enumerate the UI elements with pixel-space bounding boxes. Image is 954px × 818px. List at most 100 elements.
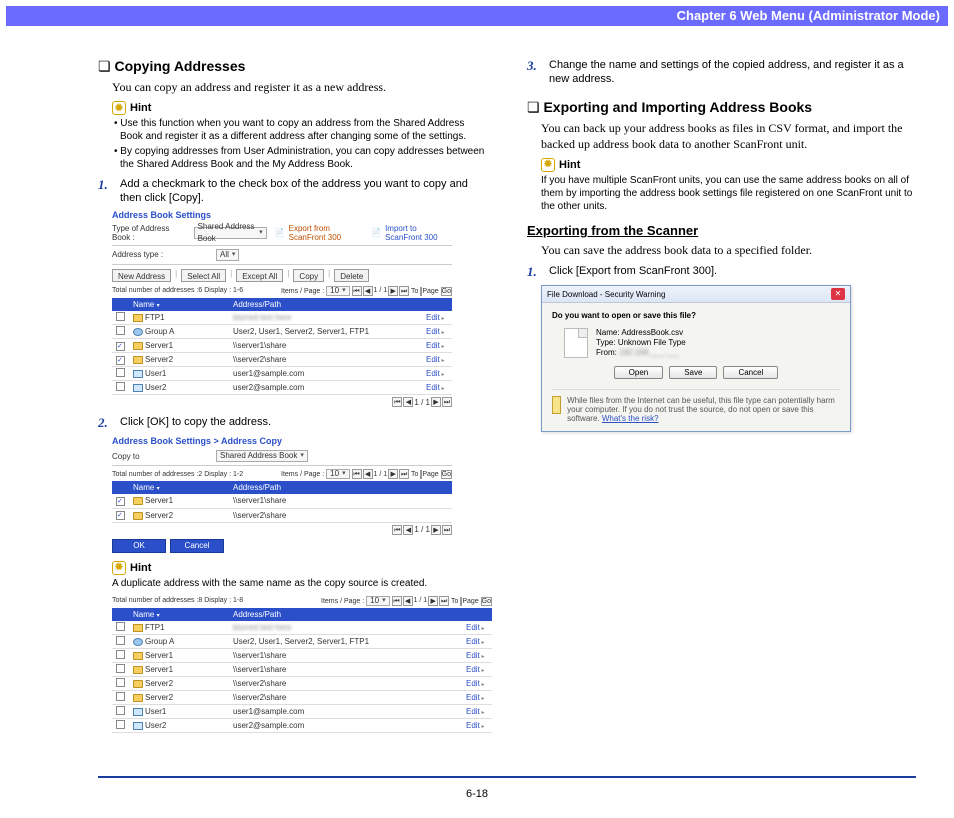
row-checkbox[interactable] bbox=[116, 368, 125, 377]
col-edit bbox=[422, 298, 452, 311]
link-export[interactable]: Export from ScanFront 300 bbox=[289, 224, 364, 242]
open-button[interactable]: Open bbox=[614, 366, 664, 379]
cancel-button[interactable]: Cancel bbox=[170, 539, 224, 553]
pager-text: 1 / 1 bbox=[414, 398, 430, 407]
row-checkbox[interactable] bbox=[116, 706, 125, 715]
row-checkbox[interactable] bbox=[116, 622, 125, 631]
intro-text: You can back up your address books as fi… bbox=[541, 120, 916, 152]
row-checkbox[interactable] bbox=[116, 342, 125, 351]
row-checkbox[interactable] bbox=[116, 650, 125, 659]
select-items-per-page[interactable]: 10 bbox=[326, 469, 349, 479]
user-icon bbox=[133, 384, 143, 392]
edit-link[interactable]: Edit bbox=[466, 693, 484, 702]
close-icon[interactable]: ✕ bbox=[831, 288, 845, 300]
pager-prev-button[interactable]: ◀ bbox=[363, 469, 373, 479]
table-row: User2user2@sample.comEdit bbox=[112, 381, 452, 395]
pager-last-button[interactable]: ⏭ bbox=[442, 525, 452, 535]
pager-next-button[interactable]: ▶ bbox=[431, 397, 441, 407]
whats-the-risk-link[interactable]: What's the risk? bbox=[602, 414, 659, 423]
shield-icon bbox=[552, 396, 561, 414]
select-items-per-page[interactable]: 10 bbox=[366, 596, 389, 606]
meta-count: Total number of addresses :6 Display : 1… bbox=[112, 287, 243, 294]
pager: ⏮ ◀ 1 / 1 ▶ ⏭ bbox=[352, 286, 410, 296]
hint-label: Hint bbox=[130, 102, 151, 114]
edit-link[interactable]: Edit bbox=[426, 383, 444, 392]
pager-last-button[interactable]: ⏭ bbox=[442, 397, 452, 407]
edit-link[interactable]: Edit bbox=[466, 623, 484, 632]
edit-link[interactable]: Edit bbox=[426, 369, 444, 378]
pager-next-button[interactable]: ▶ bbox=[388, 469, 398, 479]
select-items-per-page[interactable]: 10 bbox=[326, 286, 349, 296]
except-all-button[interactable]: Except All bbox=[236, 269, 283, 282]
edit-link[interactable]: Edit bbox=[426, 313, 444, 322]
pager-prev-button[interactable]: ◀ bbox=[403, 525, 413, 535]
folder-icon bbox=[133, 666, 143, 674]
address-table: Name ▾ Address/Path FTP1blurred text her… bbox=[112, 608, 492, 734]
edit-link[interactable]: Edit bbox=[466, 707, 484, 716]
row-checkbox[interactable] bbox=[116, 692, 125, 701]
row-checkbox[interactable] bbox=[116, 720, 125, 729]
pager-next-button[interactable]: ▶ bbox=[388, 286, 398, 296]
step-e1: 1. Click [Export from ScanFront 300]. bbox=[527, 264, 916, 281]
pager-last-button[interactable]: ⏭ bbox=[399, 469, 409, 479]
copy-button[interactable]: Copy bbox=[293, 269, 324, 282]
save-button[interactable]: Save bbox=[669, 366, 717, 379]
row-checkbox[interactable] bbox=[116, 664, 125, 673]
new-address-button[interactable]: New Address bbox=[112, 269, 171, 282]
user-icon bbox=[133, 722, 143, 730]
link-import[interactable]: Import to ScanFront 300 bbox=[385, 224, 452, 242]
edit-link[interactable]: Edit bbox=[466, 637, 484, 646]
row-checkbox[interactable] bbox=[116, 326, 125, 335]
edit-link[interactable]: Edit bbox=[466, 679, 484, 688]
delete-button[interactable]: Delete bbox=[334, 269, 369, 282]
pager-first-button[interactable]: ⏮ bbox=[392, 525, 402, 535]
row-checkbox[interactable] bbox=[116, 356, 125, 365]
row-checkbox[interactable] bbox=[116, 511, 125, 520]
go-button[interactable]: Go bbox=[441, 287, 452, 296]
folder-icon bbox=[133, 680, 143, 688]
pager-prev-button[interactable]: ◀ bbox=[403, 397, 413, 407]
pager-first-button[interactable]: ⏮ bbox=[392, 397, 402, 407]
edit-link[interactable]: Edit bbox=[426, 327, 444, 336]
pager-first-button[interactable]: ⏮ bbox=[352, 469, 362, 479]
select-all-button[interactable]: Select All bbox=[181, 269, 226, 282]
col-name[interactable]: Name ▾ bbox=[129, 298, 229, 311]
cancel-button[interactable]: Cancel bbox=[723, 366, 778, 379]
step-number: 1. bbox=[527, 264, 543, 281]
edit-link[interactable]: Edit bbox=[466, 721, 484, 730]
col-address[interactable]: Address/Path bbox=[229, 298, 422, 311]
folder-icon bbox=[133, 497, 143, 505]
subheading-exporting: Exporting from the Scanner bbox=[527, 223, 916, 238]
doc-icon: 📄 bbox=[275, 228, 285, 237]
select-copy-to[interactable]: Shared Address Book bbox=[216, 450, 308, 462]
ftp-icon bbox=[133, 314, 143, 322]
chapter-header: Chapter 6 Web Menu (Administrator Mode) bbox=[6, 6, 948, 26]
row-checkbox[interactable] bbox=[116, 312, 125, 321]
warning-text: While files from the Internet can be use… bbox=[567, 396, 840, 423]
step-number: 1. bbox=[98, 177, 114, 206]
row-checkbox[interactable] bbox=[116, 678, 125, 687]
table-row: Group AUser2, User1, Server2, Server1, F… bbox=[112, 325, 452, 339]
ok-button[interactable]: OK bbox=[112, 539, 166, 553]
col-check bbox=[112, 298, 129, 311]
pager-prev-button[interactable]: ◀ bbox=[363, 286, 373, 296]
label-address-type: Address type : bbox=[112, 250, 212, 259]
table-row: Server2\\server2\shareEdit bbox=[112, 677, 492, 691]
row-checkbox[interactable] bbox=[116, 497, 125, 506]
pager-first-button[interactable]: ⏮ bbox=[352, 286, 362, 296]
row-checkbox[interactable] bbox=[116, 382, 125, 391]
hint-label: Hint bbox=[559, 159, 580, 171]
row-checkbox[interactable] bbox=[116, 636, 125, 645]
edit-link[interactable]: Edit bbox=[466, 665, 484, 674]
label-copy-to: Copy to bbox=[112, 452, 212, 461]
edit-link[interactable]: Edit bbox=[466, 651, 484, 660]
go-button[interactable]: Go bbox=[441, 470, 452, 479]
pager-last-button[interactable]: ⏭ bbox=[399, 286, 409, 296]
file-icon bbox=[564, 328, 588, 358]
edit-link[interactable]: Edit bbox=[426, 341, 444, 350]
pager-next-button[interactable]: ▶ bbox=[431, 525, 441, 535]
table-row: Server1\\server1\shareEdit bbox=[112, 663, 492, 677]
select-address-book-type[interactable]: Shared Address Book bbox=[194, 227, 267, 239]
select-address-type[interactable]: All bbox=[216, 249, 239, 261]
edit-link[interactable]: Edit bbox=[426, 355, 444, 364]
